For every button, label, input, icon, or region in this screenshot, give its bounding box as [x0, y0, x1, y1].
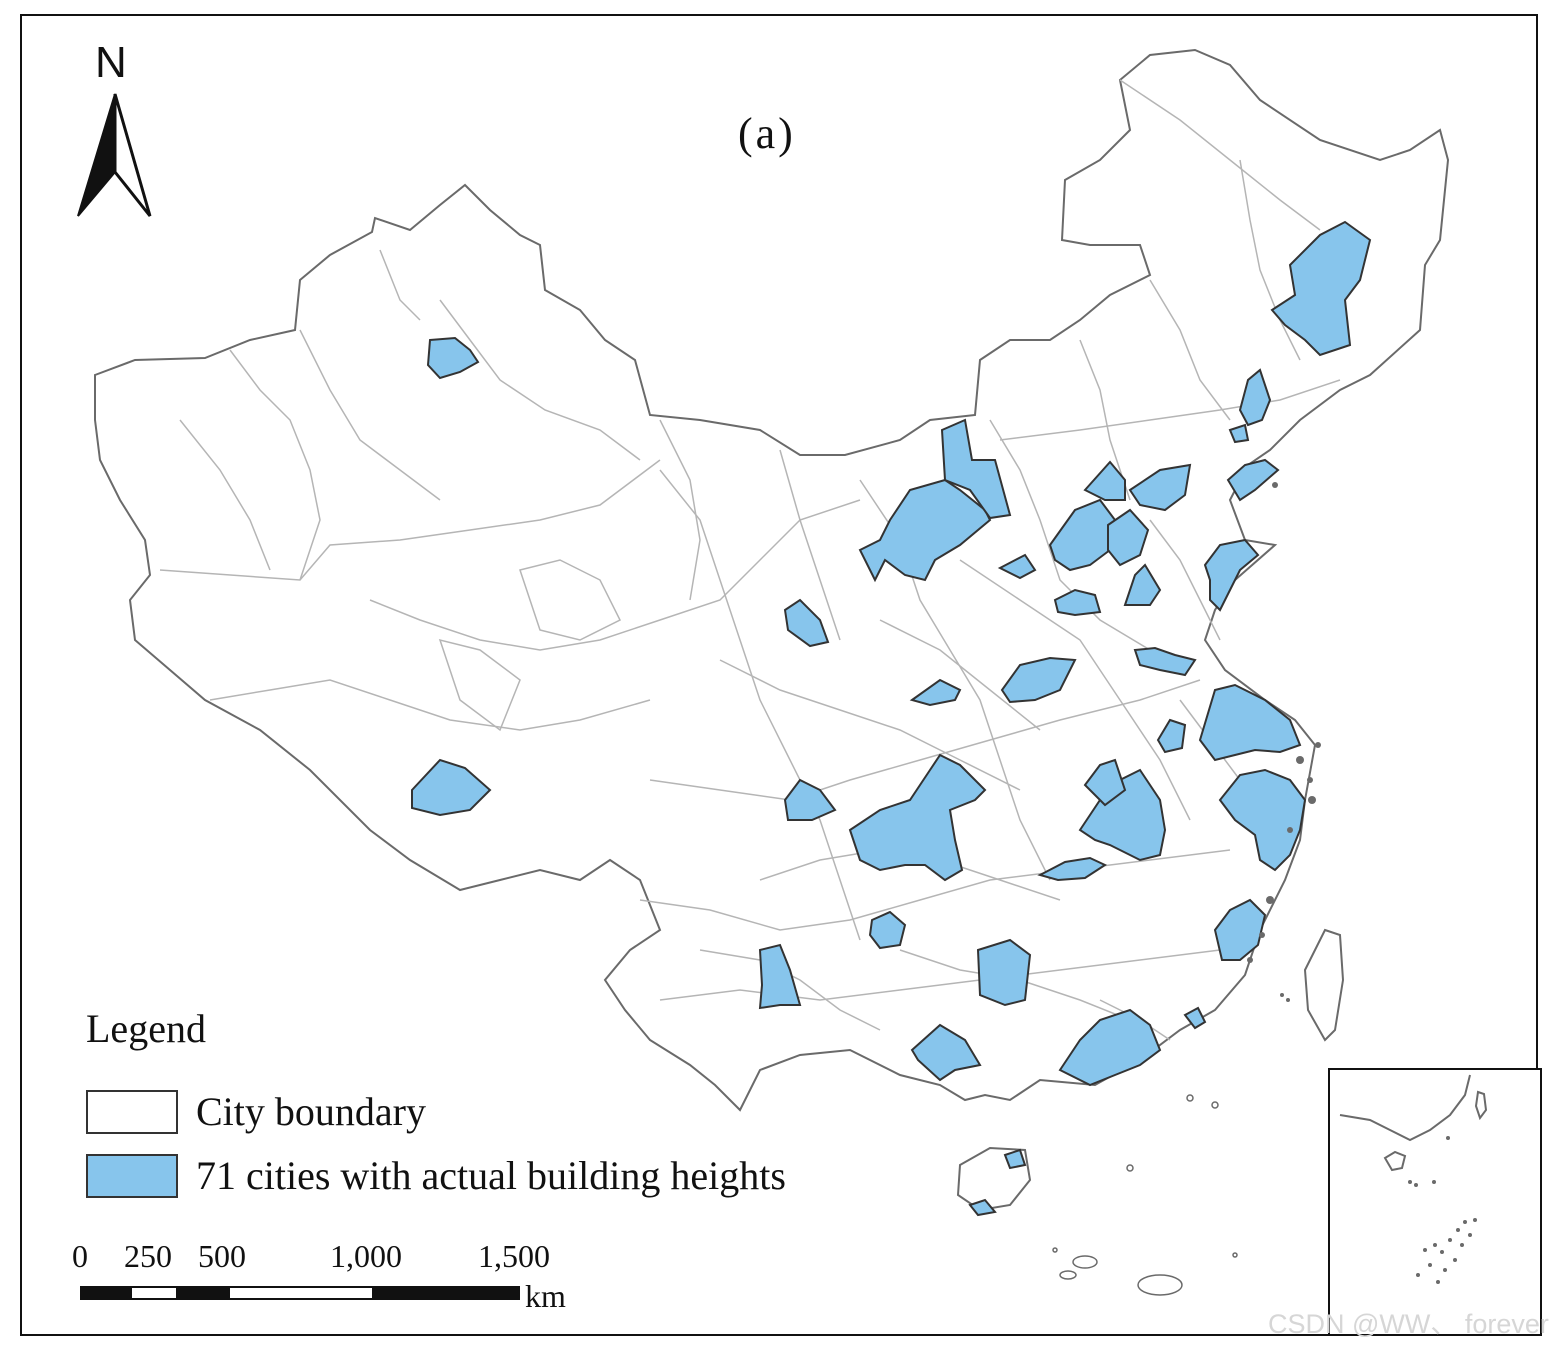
city-region [1083, 758, 1127, 807]
city-region [848, 753, 987, 882]
city-region [411, 758, 492, 817]
scale-segment [176, 1286, 230, 1300]
legend-label-cities: 71 cities with actual building heights [196, 1153, 786, 1198]
city-region [783, 778, 837, 821]
city-region [1203, 538, 1260, 612]
coastline-islands [1247, 482, 1321, 1002]
city-region [976, 938, 1032, 1007]
city-region [1107, 508, 1150, 567]
north-label: N [95, 38, 127, 87]
inset-islands [1408, 1136, 1477, 1284]
scale-segment [130, 1286, 178, 1300]
legend-label-boundary: City boundary [196, 1089, 426, 1134]
scale-segment [80, 1286, 132, 1300]
legend-swatch-boundary [86, 1089, 178, 1134]
city-region [1037, 856, 1108, 882]
city-region [909, 678, 962, 707]
city-region [858, 478, 992, 583]
legend-item-boundary: City boundary [86, 1088, 426, 1135]
scale-tick-0: 0 [72, 1238, 88, 1274]
city-region [1133, 646, 1197, 677]
scale-tick-1000: 1,000 [330, 1238, 402, 1274]
city-region [1183, 1006, 1207, 1030]
city-region [1238, 368, 1272, 427]
scale-tick-500: 500 [198, 1238, 246, 1274]
north-arrow-icon [77, 93, 152, 217]
city-region [997, 553, 1037, 580]
city-region [968, 1198, 997, 1217]
inset-taiwan [1474, 1090, 1488, 1121]
city-region [1058, 1008, 1162, 1087]
city-region [1226, 458, 1280, 502]
city-region [783, 598, 830, 648]
city-region [1123, 563, 1162, 606]
watermark: CSDN @WW、 forever [1268, 1309, 1549, 1339]
map-frame [20, 14, 1538, 1336]
scale-segment [372, 1286, 520, 1300]
city-region [426, 336, 480, 380]
scale-bar: 0 250 500 1,000 1,500 km [60, 1238, 620, 1318]
city-region [758, 943, 802, 1010]
legend-swatch-cities [86, 1153, 178, 1198]
city-region [1228, 423, 1250, 444]
south-sea-islands [1052, 1094, 1238, 1296]
city-region [1213, 898, 1267, 961]
city-region [1270, 220, 1372, 357]
inset-coastline [1339, 1074, 1471, 1142]
city-region [1000, 656, 1077, 704]
highlighted-cities [411, 220, 1372, 1217]
inset-map-drawing [1339, 1074, 1488, 1284]
scale-tick-250: 250 [124, 1238, 172, 1274]
taiwan-island [1303, 928, 1345, 1042]
city-region [1218, 768, 1307, 872]
city-region [868, 910, 907, 950]
city-region [1053, 588, 1102, 617]
city-region [1156, 718, 1187, 754]
scale-unit: km [525, 1278, 566, 1314]
inset-hainan [1383, 1150, 1407, 1172]
scale-segment [228, 1286, 374, 1300]
legend-title: Legend [86, 1006, 206, 1051]
scale-tick-1500: 1,500 [478, 1238, 550, 1274]
city-region [910, 1023, 982, 1082]
city-region [1003, 1148, 1027, 1170]
city-region [940, 418, 1012, 520]
city-region [1128, 463, 1192, 512]
legend-item-cities: 71 cities with actual building heights [86, 1152, 786, 1199]
city-region [1083, 460, 1126, 501]
inset-map [1328, 1068, 1542, 1336]
panel-label: (a) [738, 109, 796, 158]
city-region [1198, 683, 1302, 762]
